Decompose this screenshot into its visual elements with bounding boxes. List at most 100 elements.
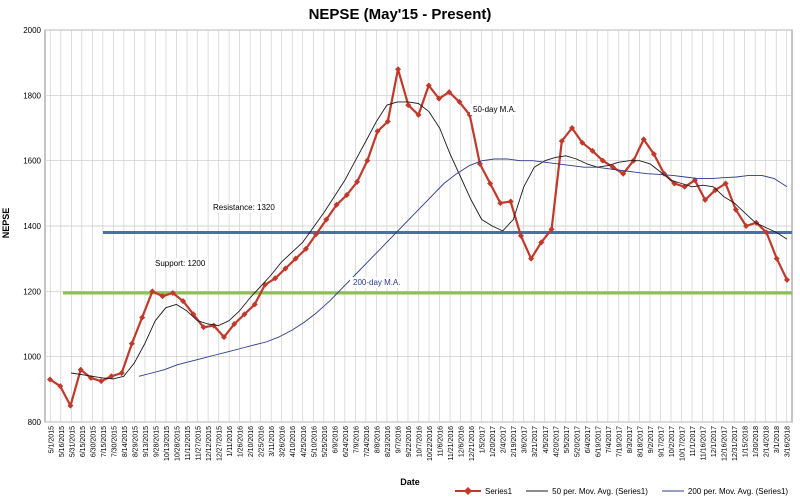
x-tick-label: 4/5/2017 xyxy=(543,426,550,453)
x-tick-label: 7/30/2015 xyxy=(111,426,118,457)
legend-swatch-ma50 xyxy=(526,490,549,492)
series1-marker xyxy=(57,383,64,390)
y-tick-label: 1200 xyxy=(23,287,41,296)
ma50-line xyxy=(71,101,788,380)
series1-marker xyxy=(456,98,463,105)
x-tick-label: 2/19/2017 xyxy=(511,426,518,457)
x-tick-label: 8/14/2015 xyxy=(122,426,129,457)
series1-marker xyxy=(599,157,606,164)
x-tick-label: 5/1/2015 xyxy=(48,426,55,453)
legend-label-ma50: 50 per. Mov. Avg. (Series1) xyxy=(552,486,648,496)
x-tick-label: 9/13/2015 xyxy=(143,426,150,457)
series1-marker xyxy=(251,301,258,308)
x-tick-label: 12/27/2015 xyxy=(217,426,224,461)
series1-marker xyxy=(354,178,361,185)
series1-marker xyxy=(548,226,555,233)
x-tick-label: 2/4/2017 xyxy=(501,426,508,453)
y-tick-label: 1800 xyxy=(23,91,41,100)
series1-marker xyxy=(487,180,494,187)
x-tick-label: 12/12/2015 xyxy=(206,426,213,461)
x-tick-label: 12/6/2016 xyxy=(459,426,466,457)
series1-marker xyxy=(200,324,207,331)
x-tick-label: 4/20/2017 xyxy=(553,426,560,457)
x-tick-label: 4/25/2016 xyxy=(301,426,308,457)
x-tick-label: 6/30/2015 xyxy=(90,426,97,457)
series1-marker xyxy=(784,276,790,283)
x-tick-label: 10/13/2015 xyxy=(164,426,171,461)
x-tick-label: 1/30/2018 xyxy=(753,426,760,457)
series1-marker xyxy=(302,245,309,252)
x-tick-label: 9/22/2016 xyxy=(406,426,413,457)
x-tick-label: 3/16/2018 xyxy=(785,426,792,457)
x-tick-label: 7/15/2015 xyxy=(101,426,108,457)
x-tick-label: 11/21/2016 xyxy=(448,426,455,461)
x-tick-label: 3/11/2016 xyxy=(269,426,276,457)
series1-marker xyxy=(507,198,514,205)
series1-marker xyxy=(405,102,412,109)
x-tick-label: 1/15/2018 xyxy=(743,426,750,457)
x-tick-label: 5/16/2015 xyxy=(59,426,66,457)
series1-marker xyxy=(169,289,176,296)
legend-item-ma200: 200 per. Mov. Avg. (Series1) xyxy=(661,486,789,496)
series1-marker xyxy=(384,118,391,125)
legend-item-series1: Series1 xyxy=(455,486,512,496)
series1-marker xyxy=(702,196,709,203)
series1-marker xyxy=(569,125,576,131)
series1-marker xyxy=(732,206,739,213)
series1-marker xyxy=(47,376,53,383)
x-tick-label: 7/4/2017 xyxy=(606,426,613,453)
series1-marker xyxy=(139,314,146,321)
x-tick-label: 1/11/2016 xyxy=(227,426,234,457)
resistance-annotation: Resistance: 1320 xyxy=(210,202,278,213)
x-tick-label: 8/23/2016 xyxy=(385,426,392,457)
y-tick-label: 800 xyxy=(28,418,42,427)
x-tick-label: 8/3/2017 xyxy=(627,426,634,453)
ma200-line xyxy=(138,158,788,377)
x-tick-label: 10/28/2015 xyxy=(175,426,182,461)
x-tick-label: 5/25/2016 xyxy=(322,426,329,457)
x-tick-label: 1/5/2017 xyxy=(480,426,487,453)
x-tick-label: 6/24/2016 xyxy=(343,426,350,457)
x-tick-label: 10/17/2017 xyxy=(680,426,687,461)
x-tick-label: 2/10/2016 xyxy=(248,426,255,457)
series1-marker xyxy=(118,370,125,376)
x-tick-label: 8/29/2015 xyxy=(132,426,139,457)
ma200-annotation: 200-day M.A. xyxy=(350,277,404,288)
series1-marker xyxy=(722,180,729,187)
x-tick-label: 6/19/2017 xyxy=(595,426,602,457)
x-tick-label: 12/1/2017 xyxy=(711,426,718,457)
series1-marker xyxy=(712,187,719,194)
legend-label-ma200: 200 per. Mov. Avg. (Series1) xyxy=(687,486,789,496)
x-tick-label: 7/9/2016 xyxy=(353,426,360,453)
series1-marker xyxy=(446,89,453,96)
x-tick-label: 11/27/2015 xyxy=(196,426,203,461)
x-tick-label: 9/7/2016 xyxy=(395,426,402,453)
x-tick-label: 11/6/2016 xyxy=(438,426,445,457)
x-tick-label: 9/28/2015 xyxy=(153,426,160,457)
series1-marker xyxy=(763,229,770,236)
x-tick-label: 11/1/2017 xyxy=(690,426,697,457)
x-tick-label: 3/26/2016 xyxy=(280,426,287,457)
legend-swatch-series1 xyxy=(455,487,481,495)
x-tick-label: 12/16/2017 xyxy=(722,426,729,461)
series1-marker xyxy=(620,170,627,177)
x-tick-label: 1/26/2016 xyxy=(238,426,245,457)
x-tick-label: 6/15/2015 xyxy=(80,426,87,457)
x-tick-label: 5/31/2015 xyxy=(69,426,76,457)
series1-marker xyxy=(323,216,330,223)
series1-marker xyxy=(149,288,156,295)
support-annotation: Support: 1200 xyxy=(152,258,209,269)
x-axis-title: Date xyxy=(400,477,420,487)
series1-marker xyxy=(77,366,84,373)
series1-marker xyxy=(579,139,586,146)
x-tick-label: 1/20/2017 xyxy=(490,426,497,457)
series1-marker xyxy=(374,128,381,135)
series1-marker xyxy=(333,201,340,208)
ma50-annotation: 50-day M.A. xyxy=(470,104,520,115)
legend: Series1 50 per. Mov. Avg. (Series1) 200 … xyxy=(455,484,788,498)
series1-marker xyxy=(180,298,187,305)
series1-marker xyxy=(435,95,442,102)
x-tick-label: 12/31/2017 xyxy=(732,426,739,461)
